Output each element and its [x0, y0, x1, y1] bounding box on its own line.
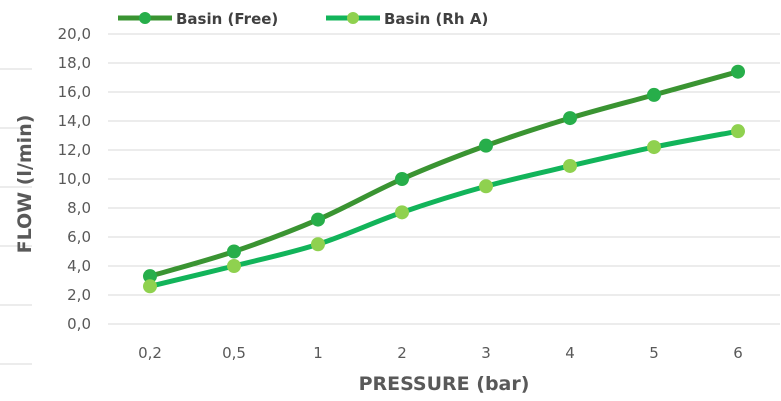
data-point-basin-free: [563, 111, 577, 126]
data-point-basin-rh-a: [731, 124, 745, 139]
y-tick-label: 14,0: [58, 112, 91, 130]
legend-label-basin-rh-a: Basin (Rh A): [384, 10, 488, 28]
x-axis-title: PRESSURE (bar): [359, 373, 530, 395]
series-line-basin-rh-a: [147, 128, 741, 289]
data-point-basin-rh-a: [227, 259, 241, 273]
x-tick-label: 3: [481, 344, 491, 362]
x-tick-label: 0,2: [138, 344, 162, 362]
x-tick-label: 1: [313, 344, 323, 362]
y-tick-label: 12,0: [58, 141, 91, 159]
x-tick-label: 2: [397, 344, 407, 362]
series-layer: [143, 64, 745, 294]
data-point-basin-free: [227, 244, 241, 259]
y-tick-label: 4,0: [67, 257, 91, 275]
data-point-basin-rh-a: [143, 279, 157, 294]
x-tick-label: 0,5: [222, 344, 246, 362]
left-edge-ticks: [0, 68, 32, 365]
data-point-basin-free: [647, 87, 661, 102]
y-axis-title: FLOW (l/min): [14, 115, 36, 254]
data-point-basin-rh-a: [647, 140, 661, 155]
legend-marker-basin-rh-a: [347, 12, 359, 24]
x-tick-label: 6: [733, 344, 743, 362]
y-gridlines: [108, 33, 780, 325]
y-tick-label: 0,0: [67, 315, 91, 333]
y-tick-label: 6,0: [67, 228, 91, 246]
legend: Basin (Free) Basin (Rh A): [118, 10, 488, 28]
data-point-basin-rh-a: [395, 205, 409, 220]
data-point-basin-rh-a: [563, 158, 577, 173]
data-point-basin-rh-a: [311, 237, 325, 252]
x-tick-labels: 0,2 0,5 1 2 3 4 5 6: [138, 344, 743, 362]
y-tick-label: 20,0: [58, 25, 91, 43]
data-point-basin-rh-a: [479, 179, 493, 194]
legend-label-basin-free: Basin (Free): [176, 10, 278, 28]
series-line-basin-free: [147, 69, 741, 279]
y-tick-labels: 0,0 2,0 4,0 6,0 8,0 10,0 12,0 14,0 16,0 18,0 20,0: [58, 25, 91, 333]
y-tick-label: 16,0: [58, 83, 91, 101]
y-tick-label: 10,0: [58, 170, 91, 188]
data-point-basin-free: [311, 212, 325, 227]
legend-marker-basin-free: [139, 12, 151, 24]
x-tick-label: 5: [649, 344, 659, 362]
data-point-basin-free: [395, 172, 409, 186]
x-tick-label: 4: [565, 344, 575, 362]
y-tick-label: 8,0: [67, 199, 91, 217]
data-point-basin-free: [731, 64, 745, 79]
y-tick-label: 2,0: [67, 286, 91, 304]
y-tick-label: 18,0: [58, 54, 91, 72]
data-point-basin-free: [479, 138, 493, 153]
data-point-basin-free: [143, 269, 157, 284]
